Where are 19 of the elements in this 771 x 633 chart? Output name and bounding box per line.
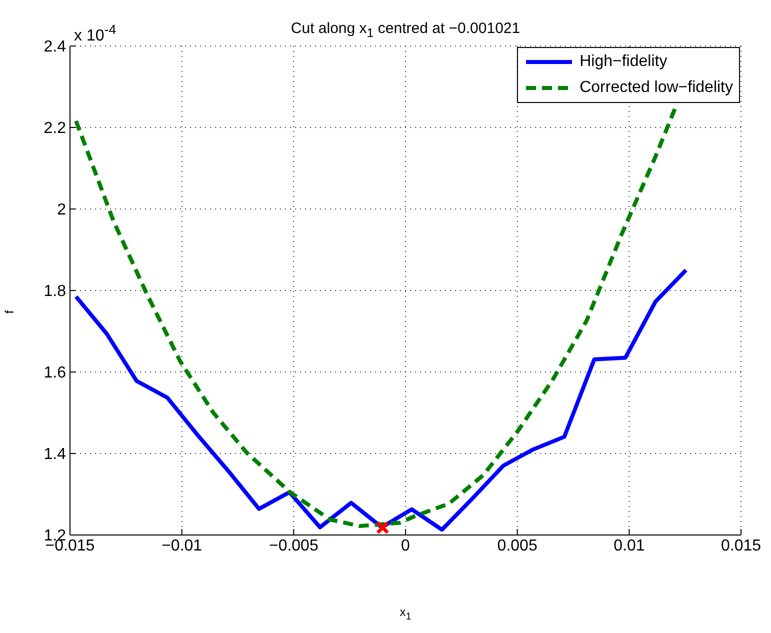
y-tick-label: 2.4 xyxy=(44,38,66,56)
x-tick-label: 0.01 xyxy=(614,537,645,554)
legend-label: Corrected low−fidelity xyxy=(580,79,733,97)
legend-label: High−fidelity xyxy=(580,53,668,71)
y-tick-label: 1.8 xyxy=(44,283,66,300)
y-tick-label: 1.4 xyxy=(44,446,66,464)
chart-title: Cut along x$_{1}$ centred at −0.001021 xyxy=(290,20,520,40)
x-axis-title: x$_{1}$ xyxy=(398,605,412,622)
x-tick-label: 0.005 xyxy=(497,537,538,554)
x-tick-label: 0.015 xyxy=(720,537,762,554)
x-tick-label: 0 xyxy=(401,537,410,554)
x-tick-label: −0.005 xyxy=(268,537,318,554)
y-tick-label: 2 xyxy=(57,202,66,219)
x-tick-label: −0.01 xyxy=(162,537,202,554)
y-tick-label: 1.6 xyxy=(44,364,66,382)
y-tick-label: 2.2 xyxy=(44,120,66,138)
y-axis-title: f xyxy=(2,310,17,314)
line-series xyxy=(74,268,688,532)
text: x 10$^{-4}$ xyxy=(74,22,116,46)
